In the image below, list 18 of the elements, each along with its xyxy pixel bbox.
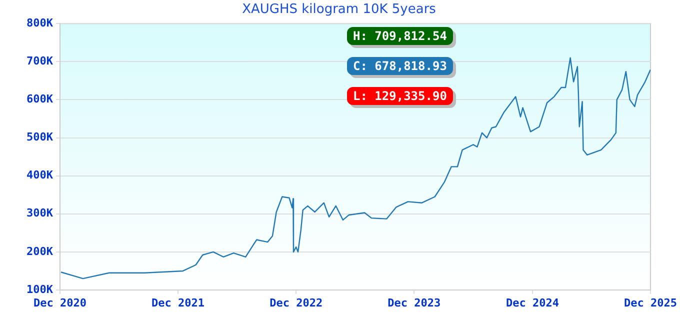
y-tick-label: 800K bbox=[26, 16, 54, 30]
y-tick-label: 700K bbox=[26, 54, 54, 68]
y-tick-label: 400K bbox=[26, 168, 54, 182]
x-tick-label: Dec 2023 bbox=[388, 296, 441, 310]
y-tick-label: 200K bbox=[26, 244, 54, 258]
y-tick-label: 300K bbox=[26, 206, 54, 220]
y-tick-label: 500K bbox=[26, 130, 54, 144]
x-tick-label: Dec 2025 bbox=[624, 296, 677, 310]
x-tick-label: Dec 2024 bbox=[506, 296, 560, 310]
y-tick-label: 100K bbox=[26, 282, 54, 296]
x-tick-label: Dec 2022 bbox=[270, 296, 323, 310]
x-tick-label: Dec 2021 bbox=[152, 296, 205, 310]
y-tick-label: 600K bbox=[26, 92, 54, 106]
annotation: H: 709,812.54 bbox=[347, 27, 453, 45]
annotation: L: 129,335.90 bbox=[347, 87, 453, 105]
chart-title: XAUGHS kilogram 10K 5years bbox=[242, 2, 436, 18]
annotation: C: 678,818.93 bbox=[347, 57, 453, 75]
x-tick-label: Dec 2020 bbox=[34, 296, 86, 310]
